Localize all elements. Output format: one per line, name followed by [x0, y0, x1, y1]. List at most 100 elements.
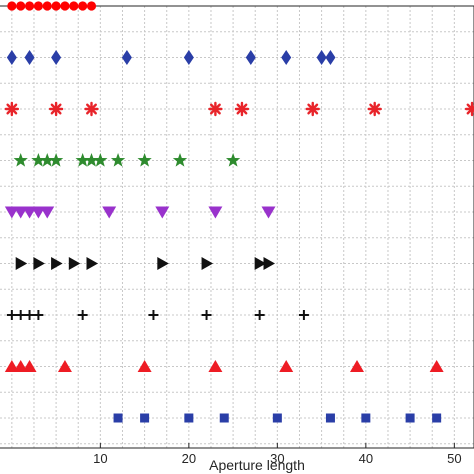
data-point-triangle-right: [68, 257, 81, 270]
data-point-circle: [33, 1, 44, 11]
data-point-square: [184, 413, 194, 423]
series-star: [13, 153, 241, 167]
series-square: [113, 413, 442, 423]
data-points: [4, 1, 474, 423]
asterisk-stroke: [50, 103, 62, 115]
data-point-star: [31, 153, 46, 167]
data-point-triangle-right: [86, 257, 98, 270]
data-point-square: [405, 413, 415, 423]
x-tick-label: 20: [182, 451, 196, 466]
data-point-square: [325, 413, 335, 423]
x-tick-labels: 10 20 30 40 50: [93, 451, 461, 466]
data-point-diamond: [325, 50, 336, 65]
data-point-plus: [148, 310, 159, 320]
data-point-star: [48, 153, 64, 167]
data-point-circle: [24, 1, 35, 11]
grid: [0, 5, 474, 448]
x-tick-label: 30: [270, 451, 284, 466]
asterisk-stroke: [209, 103, 221, 115]
data-point-triangle-right: [51, 257, 63, 270]
data-point-circle: [78, 1, 88, 11]
data-point-triangle-down: [155, 206, 170, 219]
data-point-square: [272, 413, 282, 423]
data-point-diamond: [183, 50, 194, 65]
series-circle: [7, 1, 97, 11]
data-point-triangle-right: [201, 257, 214, 270]
series-triangle-down: [4, 206, 276, 219]
data-point-triangle-down: [40, 206, 55, 219]
data-point-star: [75, 153, 90, 167]
data-point-square: [361, 413, 371, 423]
data-point-plus: [201, 310, 212, 320]
asterisk-stroke: [86, 103, 97, 115]
data-point-triangle-right: [33, 257, 45, 270]
data-point-circle: [16, 1, 26, 11]
data-point-diamond: [51, 50, 62, 65]
series-diamond: [6, 50, 336, 65]
data-point-plus: [24, 310, 35, 320]
x-tick-label: 40: [359, 451, 373, 466]
data-point-triangle-down: [261, 206, 276, 219]
data-point-square: [432, 413, 442, 423]
data-point-asterisk: [367, 101, 382, 117]
data-point-plus: [254, 310, 265, 320]
data-point-triangle-up: [429, 360, 444, 372]
data-point-circle: [60, 1, 70, 11]
data-point-plus: [6, 310, 17, 320]
data-point-diamond: [121, 50, 132, 65]
data-point-star: [13, 153, 28, 167]
data-point-square: [113, 413, 123, 423]
series-triangle-up: [4, 360, 444, 372]
data-point-triangle-right: [157, 257, 169, 270]
asterisk-stroke: [6, 103, 18, 115]
data-point-circle: [51, 1, 61, 11]
data-point-asterisk: [234, 101, 250, 117]
data-point-diamond: [281, 50, 292, 65]
data-point-plus: [33, 310, 44, 320]
x-axis-label: Aperture length: [209, 457, 305, 473]
data-point-circle: [42, 1, 52, 11]
series-triangle-right: [15, 257, 275, 270]
data-point-triangle-up: [22, 360, 37, 372]
data-point-triangle-right: [254, 257, 267, 270]
x-tick-label: 50: [447, 451, 461, 466]
data-point-triangle-up: [350, 360, 364, 372]
data-point-triangle-down: [31, 206, 46, 219]
series-asterisk: [4, 101, 474, 117]
data-point-triangle-right: [263, 257, 275, 270]
data-point-diamond: [316, 50, 327, 65]
data-point-square: [219, 413, 229, 423]
data-point-star: [84, 153, 99, 167]
data-point-asterisk: [305, 101, 320, 117]
data-point-triangle-down: [13, 206, 28, 219]
data-point-triangle-up: [4, 360, 19, 372]
data-point-diamond: [24, 50, 35, 65]
data-point-circle: [7, 1, 17, 11]
data-point-triangle-right: [15, 257, 28, 270]
data-point-triangle-down: [102, 206, 117, 219]
data-point-star: [93, 153, 108, 167]
data-point-triangle-up: [57, 360, 72, 372]
x-tick-label: 10: [93, 451, 107, 466]
data-point-asterisk: [84, 101, 99, 117]
data-point-triangle-down: [4, 206, 19, 219]
asterisk-stroke: [236, 103, 248, 115]
data-point-asterisk: [464, 101, 474, 117]
data-point-circle: [69, 1, 79, 11]
data-point-plus: [15, 310, 26, 320]
asterisk-stroke: [307, 103, 319, 115]
data-point-asterisk: [48, 101, 64, 117]
data-point-plus: [298, 310, 309, 320]
data-point-star: [225, 153, 241, 167]
data-point-triangle-down: [22, 206, 37, 219]
data-point-star: [110, 153, 126, 167]
data-point-triangle-up: [137, 360, 152, 372]
data-point-asterisk: [4, 101, 20, 117]
data-point-asterisk: [208, 101, 223, 117]
plot-frame: [0, 5, 474, 449]
data-point-star: [137, 153, 152, 167]
data-point-triangle-up: [208, 360, 223, 372]
data-point-star: [172, 153, 188, 167]
data-point-star: [40, 153, 55, 167]
